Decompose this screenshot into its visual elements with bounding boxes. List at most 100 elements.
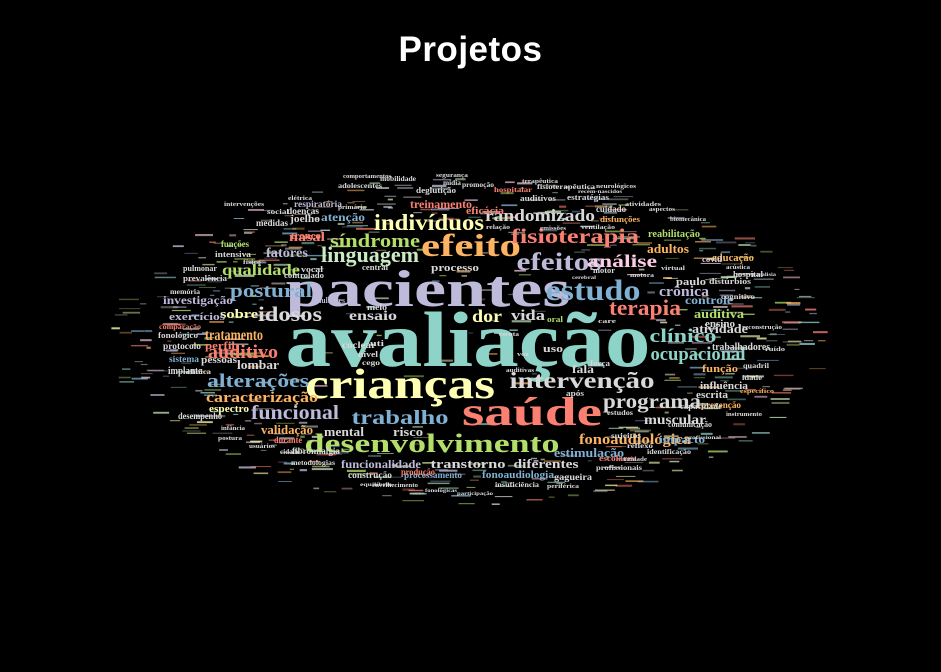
texture-speck [413,437,434,438]
texture-speck [809,368,826,370]
texture-speck [201,370,210,373]
texture-speck [311,468,333,471]
texture-speck [690,335,707,338]
texture-speck [585,264,596,266]
texture-speck [119,308,141,310]
texture-speck [285,274,298,276]
texture-speck [289,269,300,271]
texture-speck [685,348,697,350]
texture-speck [594,489,615,491]
word-cidade: cidade [280,448,300,456]
texture-speck [700,222,710,224]
texture-speck [347,189,365,192]
texture-speck [671,469,683,472]
texture-speck [383,205,392,208]
texture-speck [263,257,277,259]
texture-speck [531,478,548,480]
texture-speck [647,291,655,294]
texture-speck [170,386,187,388]
texture-speck [131,330,145,332]
texture-speck [250,285,260,287]
texture-speck [337,222,345,225]
word-insuficiencia: insuficiência [495,481,540,489]
texture-speck [667,217,685,219]
texture-speck [675,324,681,326]
texture-speck [131,345,148,347]
texture-speck [202,263,215,266]
texture-speck [540,458,545,461]
texture-speck [618,426,639,428]
texture-speck [737,273,755,275]
texture-speck [254,422,262,425]
texture-speck [258,259,280,262]
texture-speck [292,227,305,230]
texture-speck [258,299,264,301]
texture-speck [416,248,424,251]
texture-speck [519,187,525,189]
texture-speck [216,352,236,354]
texture-speck [719,294,733,296]
texture-speck [677,447,698,450]
texture-speck [537,211,555,213]
word-care: care [598,319,617,325]
texture-speck [184,427,199,429]
texture-speck [697,443,709,445]
texture-speck [141,376,151,379]
texture-speck [700,432,713,435]
word-tratamento: tratamento [205,327,263,344]
texture-speck [205,356,210,358]
texture-speck [708,456,714,458]
texture-speck [250,440,263,443]
word-nasal: nasal [289,229,325,244]
word-atividade: atividade [692,321,748,336]
word-ensino: ensino [705,319,735,330]
texture-speck [501,480,507,484]
word-cloud-texture [111,178,828,505]
texture-speck [632,244,650,246]
texture-speck [195,389,203,392]
texture-speck [491,503,500,505]
texture-speck [288,246,303,249]
texture-speck [715,437,736,439]
texture-speck [134,361,143,363]
word-linguagem: linguagem [321,242,419,267]
word-transtorno: transtorno [431,456,506,471]
texture-speck [633,440,652,443]
texture-speck [245,420,252,422]
texture-speck [246,434,255,436]
texture-speck [162,375,170,377]
texture-speck [244,253,256,255]
texture-speck [140,363,148,366]
texture-speck [314,218,319,220]
texture-speck [180,333,195,335]
word-trabalho: trabalho [352,407,449,429]
texture-speck [265,245,284,247]
texture-speck [695,241,711,243]
texture-speck [346,225,368,227]
texture-speck [119,298,139,301]
texture-speck [312,206,332,208]
texture-speck [469,463,486,465]
texture-speck [799,295,812,298]
texture-speck [154,276,176,279]
texture-speck [720,251,731,254]
texture-speck [519,274,531,276]
texture-speck [355,206,367,208]
texture-speck [605,484,618,487]
texture-speck [420,208,433,211]
word-caracterizacao: caracterização [206,390,318,406]
texture-speck [551,212,566,214]
texture-speck [468,216,481,218]
word-ruido: ruído [765,347,785,353]
texture-speck [623,231,637,233]
texture-speck [598,329,612,331]
word-diferentes: diferentes [514,456,579,471]
texture-speck [171,309,191,312]
texture-speck [397,187,414,189]
texture-speck [587,460,592,462]
word-primaria: primária [338,205,366,211]
texture-speck [286,451,307,453]
texture-speck [413,212,422,214]
word-auditivo: auditivo [208,342,278,363]
texture-speck [769,333,777,336]
